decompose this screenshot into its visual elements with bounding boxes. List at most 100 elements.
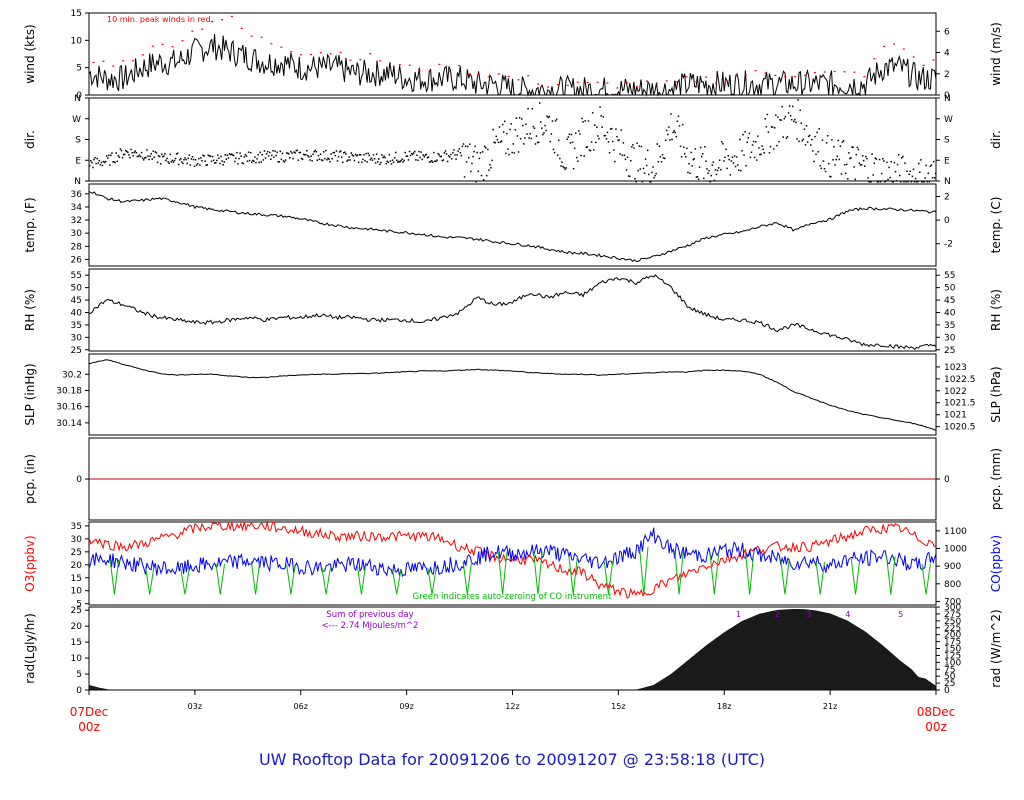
dir-point <box>448 156 451 158</box>
dir-point <box>644 158 647 160</box>
dir-point <box>538 102 541 104</box>
dir-point <box>922 181 924 183</box>
y-tick-label: E <box>75 156 81 166</box>
y-axis-label-left: SLP (inHg) <box>23 363 37 425</box>
dir-point <box>630 159 632 162</box>
dir-point <box>166 157 168 160</box>
co-zeroing-segment <box>356 564 367 595</box>
wind-peak-point <box>300 54 303 56</box>
y-tick-label: 20 <box>71 622 83 632</box>
dir-point <box>913 181 916 183</box>
dir-point <box>371 159 374 161</box>
dir-point <box>672 131 674 134</box>
dir-point <box>513 152 516 154</box>
dir-point <box>670 113 672 115</box>
dir-point <box>666 129 668 132</box>
dir-point <box>751 144 754 146</box>
y-right-tick-label: 0 <box>944 475 950 485</box>
dir-point <box>679 145 682 148</box>
dir-point <box>855 153 858 156</box>
dir-point <box>912 168 915 170</box>
dir-point <box>697 178 700 180</box>
dir-point <box>351 154 354 156</box>
dir-point <box>277 161 279 163</box>
y-tick-label: 10 <box>71 587 83 597</box>
dir-point <box>654 174 656 177</box>
dir-point <box>374 162 377 164</box>
dir-point <box>350 152 353 154</box>
dir-point <box>303 154 306 156</box>
dir-point <box>319 153 322 155</box>
dir-point <box>889 176 891 179</box>
dir-point <box>418 150 420 153</box>
dir-point <box>613 149 615 151</box>
dir-point <box>571 141 574 144</box>
wind-peak-point <box>309 53 312 56</box>
dir-point <box>891 181 894 183</box>
dir-point <box>516 135 519 137</box>
dir-point <box>667 133 669 136</box>
dir-point <box>183 158 185 161</box>
dir-point <box>781 105 783 108</box>
dir-point <box>558 139 560 142</box>
dir-point <box>567 136 570 138</box>
dir-point <box>390 163 393 165</box>
dir-point <box>523 143 525 145</box>
dir-point <box>565 167 567 169</box>
dir-point <box>288 153 290 155</box>
dir-point <box>540 121 542 123</box>
x-tick-label: 18z <box>717 702 731 711</box>
co-line <box>88 527 937 578</box>
dir-point <box>315 151 318 153</box>
wind-peak-point <box>458 64 461 67</box>
dir-point <box>206 164 209 166</box>
dir-point <box>408 150 411 153</box>
dir-point <box>763 152 765 154</box>
dir-point <box>733 155 736 157</box>
dir-point <box>796 138 798 140</box>
dir-point <box>788 105 791 107</box>
dir-point <box>425 153 428 156</box>
dir-point <box>311 160 313 162</box>
wind-peak-point <box>547 86 550 88</box>
dir-point <box>282 160 285 162</box>
dir-point <box>141 157 144 159</box>
dir-point <box>436 159 438 161</box>
dir-point <box>547 116 549 119</box>
co-zeroing-segment <box>815 561 825 595</box>
dir-point <box>195 164 198 166</box>
dir-point <box>850 156 852 159</box>
dir-point <box>96 157 98 160</box>
co-zeroing-segment <box>180 568 190 595</box>
dir-point <box>397 161 399 163</box>
x-tick-label: 06z <box>294 702 308 711</box>
dir-point <box>581 117 583 120</box>
panel-frame-rh <box>88 268 937 352</box>
y-right-tick-label: S <box>944 136 950 146</box>
dir-point <box>776 144 778 147</box>
dir-point <box>398 160 400 163</box>
dir-point <box>146 149 148 151</box>
dir-point <box>369 158 372 161</box>
dir-point <box>676 120 679 122</box>
dir-point <box>832 159 834 161</box>
dir-point <box>890 161 892 163</box>
dir-point <box>242 162 245 165</box>
dir-point <box>370 157 373 159</box>
dir-point <box>736 164 739 166</box>
wind-peak-point <box>497 73 500 75</box>
dir-point <box>780 119 782 121</box>
y-right-tick-label: 1020.5 <box>944 423 976 433</box>
dir-point <box>794 118 796 121</box>
dir-point <box>286 152 289 154</box>
dir-point <box>562 165 564 168</box>
dir-point <box>419 156 421 159</box>
y-tick-label: 26 <box>71 255 83 265</box>
y-right-tick-label: 40 <box>944 308 956 318</box>
dir-point <box>285 152 288 154</box>
dir-point <box>848 152 850 154</box>
wind-peak-point <box>922 64 925 66</box>
dir-point <box>690 151 692 154</box>
wind-peak-point <box>132 60 135 62</box>
